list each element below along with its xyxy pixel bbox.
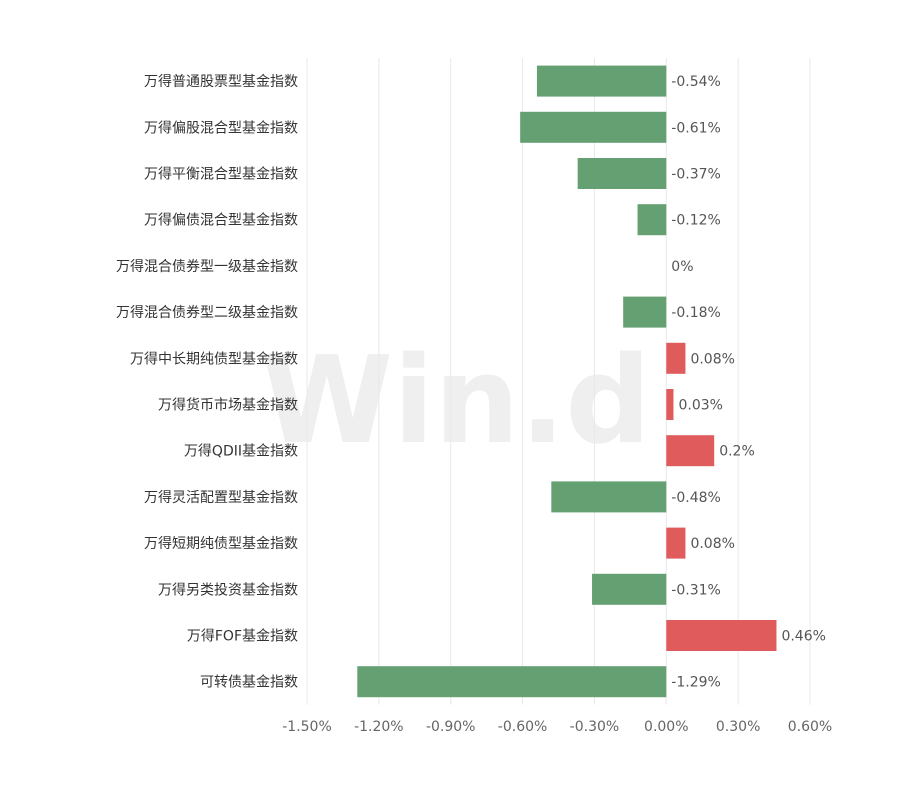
data-label: 0.08% bbox=[690, 536, 734, 552]
category-label: 万得普通股票型基金指数 bbox=[144, 73, 298, 90]
category-label: 万得灵活配置型基金指数 bbox=[144, 489, 298, 506]
category-label: 万得偏债混合型基金指数 bbox=[144, 212, 298, 229]
category-label: 万得偏股混合型基金指数 bbox=[144, 119, 298, 136]
x-tick-label: -1.20% bbox=[354, 719, 404, 735]
watermark-text: Win.d bbox=[261, 332, 651, 471]
data-label: 0% bbox=[671, 259, 693, 275]
category-label: 可转债基金指数 bbox=[200, 674, 298, 691]
bar bbox=[592, 573, 667, 605]
category-labels: 万得普通股票型基金指数万得偏股混合型基金指数万得平衡混合型基金指数万得偏债混合型… bbox=[116, 73, 298, 691]
bar bbox=[666, 389, 674, 420]
bar bbox=[520, 111, 667, 143]
category-label: 万得货币市场基金指数 bbox=[158, 397, 298, 414]
data-label: 0.08% bbox=[690, 351, 734, 367]
data-label: -0.12% bbox=[671, 213, 721, 229]
bar bbox=[536, 65, 667, 97]
category-label: 万得FOF基金指数 bbox=[187, 628, 298, 645]
x-tick-label: -0.60% bbox=[498, 719, 548, 735]
bar bbox=[666, 527, 686, 559]
x-axis-ticks: -1.50% -1.20% -0.90% -0.60% -0.30% 0.00% 0.30%… bbox=[282, 719, 832, 735]
category-label: 万得QDII基金指数 bbox=[184, 443, 298, 460]
bars bbox=[357, 65, 777, 698]
category-label: 万得另类投资基金指数 bbox=[158, 581, 298, 598]
bar bbox=[577, 158, 667, 189]
x-tick-label: 0.30% bbox=[716, 719, 760, 735]
data-label: -0.31% bbox=[671, 582, 721, 598]
data-labels: -0.54% -0.61% -0.37% -0.12% 0% -0.18% 0.08% 0.0… bbox=[671, 74, 826, 691]
category-label: 万得混合债券型一级基金指数 bbox=[116, 258, 298, 275]
x-tick-label: -0.90% bbox=[426, 719, 476, 735]
x-tick-label: -1.50% bbox=[282, 719, 332, 735]
bar bbox=[637, 204, 667, 236]
data-label: -0.61% bbox=[671, 120, 721, 136]
category-label: 万得短期纯债型基金指数 bbox=[144, 535, 298, 552]
bar bbox=[551, 481, 667, 513]
bar bbox=[623, 296, 667, 328]
data-label: -0.37% bbox=[671, 167, 721, 183]
x-tick-label: -0.30% bbox=[570, 719, 620, 735]
data-label: -1.29% bbox=[671, 675, 721, 691]
category-label: 万得混合债券型二级基金指数 bbox=[116, 304, 298, 321]
data-label: 0.03% bbox=[678, 398, 722, 414]
data-label: 0.2% bbox=[719, 444, 755, 460]
data-label: -0.54% bbox=[671, 74, 721, 90]
data-label: -0.48% bbox=[671, 490, 721, 506]
bar bbox=[666, 435, 715, 467]
bar bbox=[357, 666, 667, 698]
bar bbox=[666, 342, 686, 374]
data-label: -0.18% bbox=[671, 305, 721, 321]
data-label: 0.46% bbox=[781, 629, 825, 645]
bar bbox=[666, 620, 777, 651]
x-tick-label: 0.60% bbox=[788, 719, 832, 735]
category-label: 万得平衡混合型基金指数 bbox=[144, 166, 298, 183]
category-label: 万得中长期纯债型基金指数 bbox=[130, 350, 298, 367]
x-tick-label: 0.00% bbox=[644, 719, 688, 735]
